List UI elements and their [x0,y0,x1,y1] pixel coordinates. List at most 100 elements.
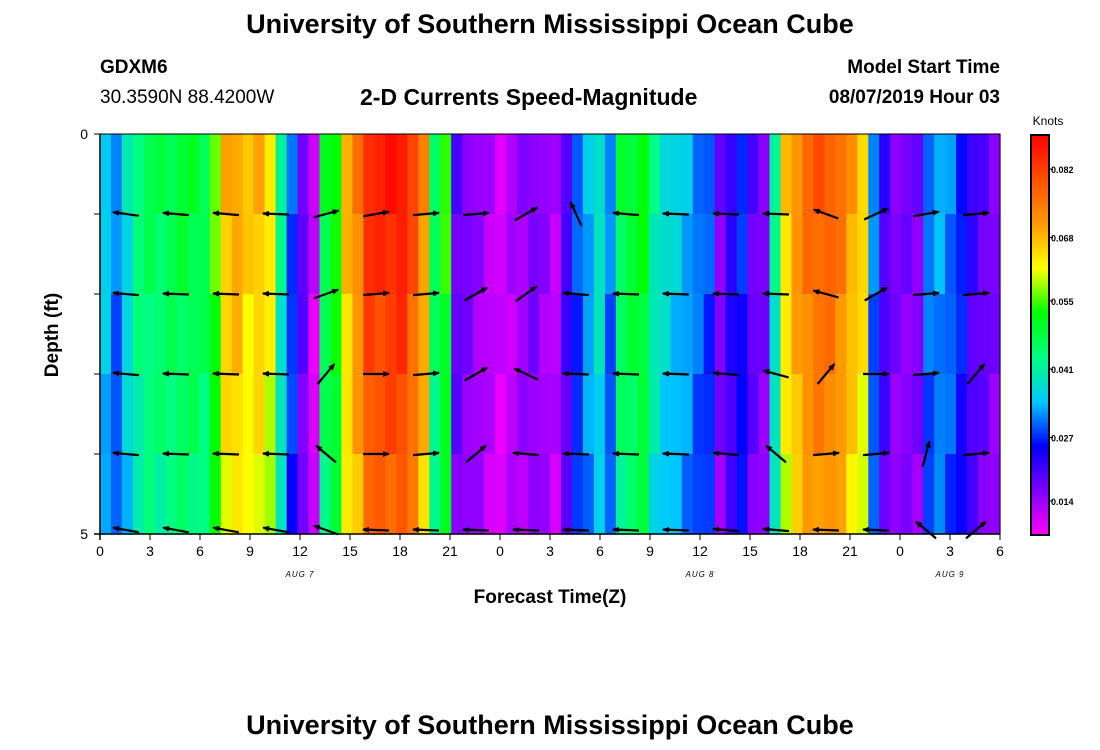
current-vectors [112,201,990,540]
heatmap-cell [890,374,902,455]
date-label: AUG 8 [684,570,714,579]
heatmap-cell [857,214,869,295]
x-tick-label: 6 [596,543,604,559]
heatmap-cell [615,134,628,215]
heatmap-cell [297,454,310,535]
heatmap-cell [791,214,804,295]
heatmap-cell [923,294,935,375]
heatmap-cell [352,294,365,375]
heatmap-cell [473,454,485,535]
current-vector-arrow [212,210,240,217]
heatmap-cell [846,134,858,215]
heatmap-cell [593,294,606,375]
heatmap-cell [440,294,452,375]
heatmap-cell [813,134,825,215]
heatmap-cell [176,294,189,375]
current-vector-arrow [562,526,590,533]
current-vector-arrow [362,290,390,297]
heatmap-cell [154,374,167,455]
heatmap-cell [451,134,463,215]
heatmap-cell [901,214,913,295]
heatmap-cell [363,214,375,295]
heatmap-cell [923,134,935,215]
colorbar-tick-label: 0.055 [1051,297,1074,307]
current-vector-arrow [662,290,690,297]
current-vector-arrow [363,209,390,218]
heatmap-cell [791,454,804,535]
heatmap-cell [604,454,617,535]
heatmap-cell [143,454,156,535]
current-vector-arrow [812,208,839,220]
current-vector-arrow [162,450,190,457]
heatmap-cell [989,214,1001,295]
heatmap-cell [835,454,847,535]
heatmap-cell [220,294,233,375]
heatmap-cell [868,214,880,295]
heatmap-cell [626,214,639,295]
heatmap-cell [506,374,518,455]
heatmap-cell [846,454,858,535]
heatmap-cell [110,294,123,375]
x-tick-label: 12 [692,543,708,559]
current-vector-arrow [816,363,836,385]
heatmap-cell [418,214,430,295]
heatmap-cell [462,294,474,375]
current-vector-arrow [462,526,490,533]
x-tick-label: 15 [742,543,758,559]
heatmap-cell [440,134,452,215]
heatmap-cell [725,294,738,375]
heatmap-cell [681,294,694,375]
heatmap-cell [253,214,266,295]
current-vector-arrow [812,289,839,299]
current-vector-arrow [962,450,990,457]
heatmap-cell [407,294,419,375]
x-tick-label: 6 [196,543,204,559]
current-vector-arrow [212,450,240,457]
heatmap-cell [418,454,430,535]
heatmap-cell [648,454,661,535]
heatmap-cells [100,134,1001,535]
heatmap-cell [100,374,112,455]
heatmap-cell [231,454,244,535]
heatmap-cell [121,294,134,375]
heatmap-cell [791,374,804,455]
heatmap-cell [286,294,299,375]
heatmap-cell [780,214,793,295]
heatmap-cell [242,214,255,295]
heatmap-cell [275,374,288,455]
heatmap-cell [363,454,375,535]
heatmap-cell [231,134,244,215]
heatmap-cell [934,214,946,295]
current-vector-arrow [662,210,690,217]
x-tick-label: 3 [146,543,154,559]
heatmap-cell [857,374,869,455]
heatmap-cell [418,294,430,375]
heatmap-cell [747,134,760,215]
x-tick-label: 21 [842,543,858,559]
heatmap-cell [956,294,968,375]
heatmap-cell [462,374,474,455]
current-vector-arrow [112,210,140,217]
heatmap-cell [692,294,705,375]
heatmap-cell [692,374,705,455]
current-vector-arrow [262,290,290,297]
heatmap-cell [154,454,167,535]
current-vector-arrow [862,450,890,457]
colorbar-tick-label: 0.068 [1051,233,1074,243]
heatmap-cell [253,454,266,535]
heatmap-cell [506,214,518,295]
heatmap-cell [264,214,277,295]
heatmap-cell [967,374,979,455]
current-vector-arrow [462,210,490,217]
heatmap-cell [560,294,573,375]
heatmap-cell [132,374,145,455]
heatmap-cell [802,214,815,295]
heatmap-cell [308,294,321,375]
heatmap-cell [418,374,430,455]
heatmap-cell [220,134,233,215]
heatmap-cell [396,294,408,375]
heatmap-cell [121,214,134,295]
heatmap-cell [835,214,847,295]
current-vector-arrow [962,210,990,217]
